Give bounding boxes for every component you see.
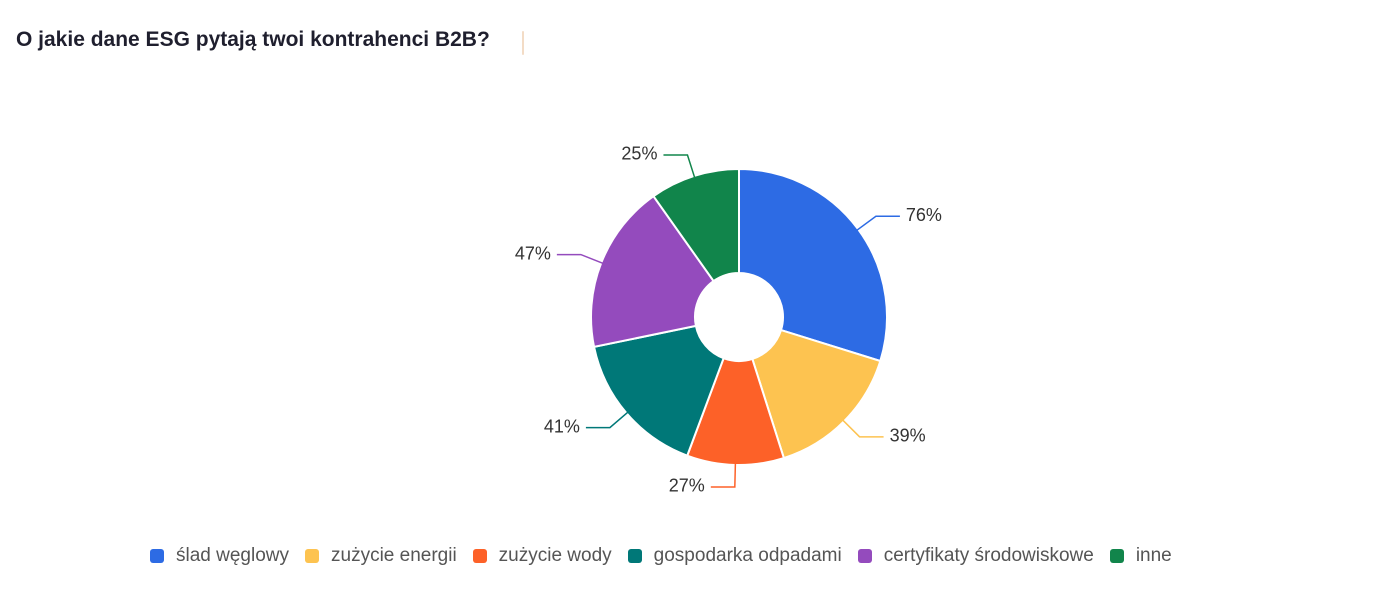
slice-leader-line	[556, 253, 605, 265]
legend-swatch	[150, 549, 164, 563]
legend-swatch	[305, 549, 319, 563]
slice-value-label: 76%	[906, 205, 942, 225]
legend-item[interactable]: inne	[1109, 545, 1172, 567]
text-cursor-mark	[522, 31, 524, 55]
slice-leader-line	[841, 418, 884, 438]
slice-leader-line	[663, 154, 696, 180]
legend-label: zużycie energii	[331, 545, 457, 566]
legend-label: inne	[1135, 545, 1172, 566]
legend-swatch	[857, 549, 872, 563]
slice-value-label: 25%	[621, 144, 657, 164]
legend-swatch	[1109, 549, 1124, 563]
legend-item[interactable]: zużycie wody	[472, 545, 612, 567]
slice-leader-line	[585, 410, 630, 429]
pie-slice[interactable]	[590, 194, 715, 349]
legend-swatch	[627, 549, 642, 563]
legend-item[interactable]: ślad węglowy	[150, 545, 289, 567]
pie-slice[interactable]	[751, 328, 882, 460]
pie-slice[interactable]	[592, 324, 725, 457]
chart-title: O jakie dane ESG pytają twoi kontrahenci…	[16, 28, 490, 51]
chart-legend: ślad węglowy zużycie energii zużycie wody g…	[150, 545, 1188, 567]
slice-value-label: 39%	[890, 426, 926, 446]
legend-label: gospodarka odpadami	[653, 545, 842, 566]
legend-item[interactable]: certyfikaty środowiskowe	[857, 545, 1094, 567]
legend-label: zużycie wody	[498, 545, 612, 566]
legend-item[interactable]: zużycie energii	[305, 545, 457, 567]
legend-label: certyfikaty środowiskowe	[883, 545, 1094, 566]
slice-leader-line	[855, 215, 900, 232]
slice-value-label: 47%	[515, 243, 551, 263]
pie-slice[interactable]	[652, 167, 740, 283]
legend-swatch	[472, 549, 487, 563]
slice-value-label: 27%	[669, 476, 705, 496]
pie-slice[interactable]	[738, 167, 888, 363]
slice-value-label: 41%	[544, 416, 580, 436]
legend-item[interactable]: gospodarka odpadami	[627, 545, 842, 567]
legend-label: ślad węglowy	[176, 545, 289, 566]
slice-leader-line	[710, 461, 737, 488]
donut-chart: 76% 39% 27% 41% 47% 25%	[515, 144, 942, 496]
